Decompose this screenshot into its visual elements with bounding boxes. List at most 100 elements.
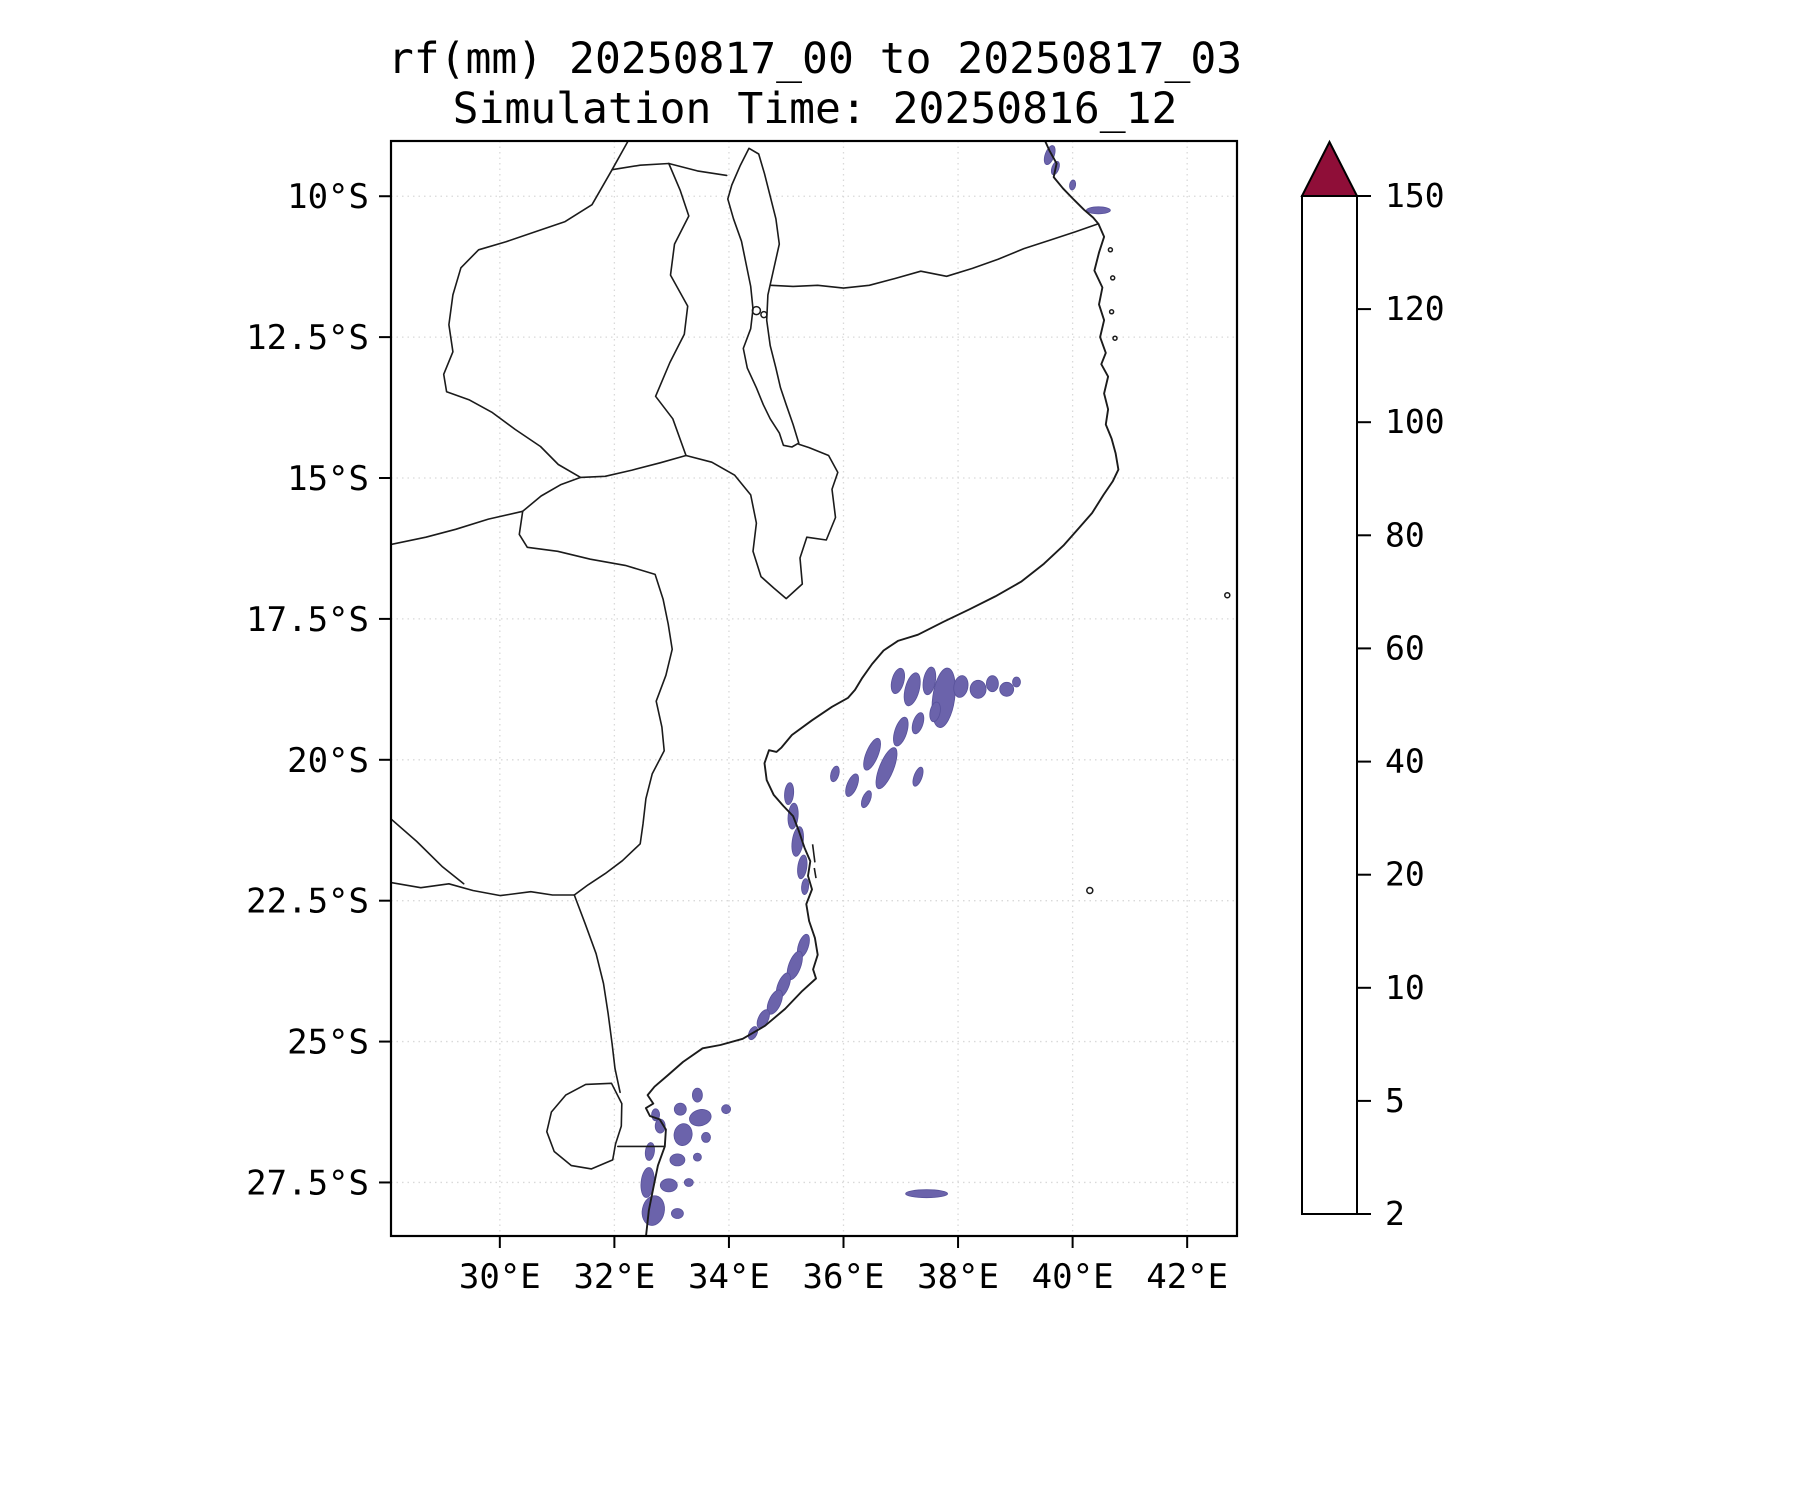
- rain-patch: [801, 878, 810, 895]
- colorbar-group: 2 5 10 20 40 60 80 100 120 150: [1300, 139, 1445, 1233]
- colorbar-tick-label: 120: [1385, 289, 1445, 328]
- island-strip: [811, 844, 816, 863]
- colorbar-border: [1301, 195, 1358, 1215]
- x-tick-label: 36°E: [803, 1257, 885, 1297]
- rain-patch: [797, 854, 808, 880]
- island-strip: [813, 867, 817, 879]
- rain-patch: [922, 666, 937, 696]
- rain-patch: [999, 681, 1015, 697]
- outline-rovuma-border: [770, 223, 1100, 289]
- island-outline: [760, 310, 768, 319]
- y-tick-label: 10°S: [287, 177, 369, 217]
- colorbar-over-arrow: [1300, 139, 1359, 197]
- colorbar-tick-label: 10: [1385, 968, 1425, 1007]
- outline-botswana-border: [391, 818, 465, 885]
- rain-patch: [845, 773, 859, 797]
- rain-patch: [953, 675, 969, 698]
- colorbar-tick-label: 2: [1385, 1194, 1405, 1233]
- rain-patch: [673, 1123, 693, 1146]
- islands-group: [751, 247, 1231, 895]
- gridlines-group: [391, 141, 1237, 1236]
- y-axis-group: 10°S 12.5°S 15°S 17.5°S 20°S 22.5°S 25°S 27.5°S: [246, 177, 391, 1203]
- rain-patch: [830, 765, 840, 783]
- island-outline: [1107, 247, 1114, 253]
- x-axis-group: 30°E 32°E 34°E 36°E 38°E 40°E 42°E: [459, 1236, 1228, 1297]
- rain-patch: [659, 1178, 678, 1193]
- rain-patch: [641, 1195, 665, 1226]
- rain-patch: [1086, 206, 1111, 215]
- rain-patch: [1069, 179, 1077, 191]
- rain-patch: [860, 790, 872, 809]
- outline-limpopo-border: [391, 881, 576, 897]
- rainfall-shading-group: [640, 145, 1111, 1226]
- rain-patch: [875, 747, 898, 790]
- island-outline: [751, 305, 762, 316]
- y-tick-label: 25°S: [287, 1023, 369, 1063]
- rain-patch: [903, 672, 921, 707]
- rain-patch: [673, 1102, 687, 1116]
- island-outline: [1112, 335, 1118, 341]
- plot-border: [389, 139, 1239, 1238]
- rain-patch: [701, 1132, 711, 1143]
- colorbar-tick-label: 5: [1385, 1081, 1405, 1120]
- outline-kruger-border: [573, 894, 621, 1094]
- colorbar-tick-label: 150: [1385, 176, 1445, 215]
- x-tick-label: 42°E: [1146, 1257, 1228, 1297]
- rain-patch: [1043, 145, 1056, 166]
- x-tick-label: 40°E: [1032, 1257, 1114, 1297]
- plot-frame-group: [389, 139, 1239, 1238]
- y-tick-label: 20°S: [287, 741, 369, 781]
- rain-patch: [644, 1142, 655, 1161]
- island-outline: [1086, 886, 1094, 895]
- rain-patch: [689, 1109, 712, 1127]
- y-tick-label: 27.5°S: [246, 1163, 369, 1203]
- rain-patch: [863, 737, 881, 771]
- y-tick-label: 22.5°S: [246, 882, 369, 922]
- figure-title: rf(mm) 20250817_00 to 20250817_03: [387, 34, 1243, 84]
- colorbar-tick-label: 80: [1385, 515, 1425, 554]
- colorbar-tick-label: 20: [1385, 855, 1425, 894]
- rain-patch: [693, 1152, 702, 1162]
- rain-patch: [969, 679, 987, 699]
- x-tick-label: 38°E: [917, 1257, 999, 1297]
- outline-malawi-west-border: [654, 162, 690, 457]
- rain-patch: [912, 766, 924, 787]
- outline-malawi-lobe: [685, 443, 839, 600]
- y-tick-label: 17.5°S: [246, 600, 369, 640]
- rain-patch: [911, 712, 925, 735]
- island-outline: [1224, 591, 1231, 599]
- outline-northwest-border: [442, 141, 687, 479]
- island-outline: [1109, 275, 1116, 281]
- rain-patch: [986, 675, 999, 693]
- rain-patch: [905, 1189, 948, 1199]
- figure-subtitle: Simulation Time: 20250816_12: [452, 84, 1178, 134]
- rain-patch: [1012, 676, 1021, 688]
- rain-patch: [669, 1153, 686, 1167]
- y-tick-label: 12.5°S: [246, 318, 369, 358]
- rain-patch: [893, 716, 909, 747]
- outline-eswatini: [546, 1082, 623, 1170]
- colorbar-tick-label: 40: [1385, 742, 1425, 781]
- outline-coastline: [644, 141, 1120, 1236]
- outline-zambezi-border: [391, 510, 524, 546]
- rain-patch: [890, 667, 906, 694]
- colorbar-tick-label: 60: [1385, 628, 1425, 667]
- y-tick-label: 15°S: [287, 459, 369, 499]
- outline-zimbabwe-border: [518, 510, 673, 896]
- rain-patch: [640, 1167, 655, 1198]
- rain-patch: [784, 782, 795, 805]
- rain-patch: [721, 1104, 731, 1115]
- rain-patch: [671, 1208, 684, 1219]
- colorbar-tick-label: 100: [1385, 402, 1445, 441]
- x-tick-label: 30°E: [459, 1257, 541, 1297]
- coastline-borders-group: [391, 141, 1120, 1236]
- rain-patch: [929, 701, 941, 723]
- x-tick-label: 32°E: [573, 1257, 655, 1297]
- x-tick-label: 34°E: [688, 1257, 770, 1297]
- outline-lake-malawi: [727, 147, 800, 448]
- rain-patch: [692, 1087, 703, 1103]
- outline-zumbo-link: [521, 476, 582, 513]
- rain-patch: [683, 1178, 694, 1187]
